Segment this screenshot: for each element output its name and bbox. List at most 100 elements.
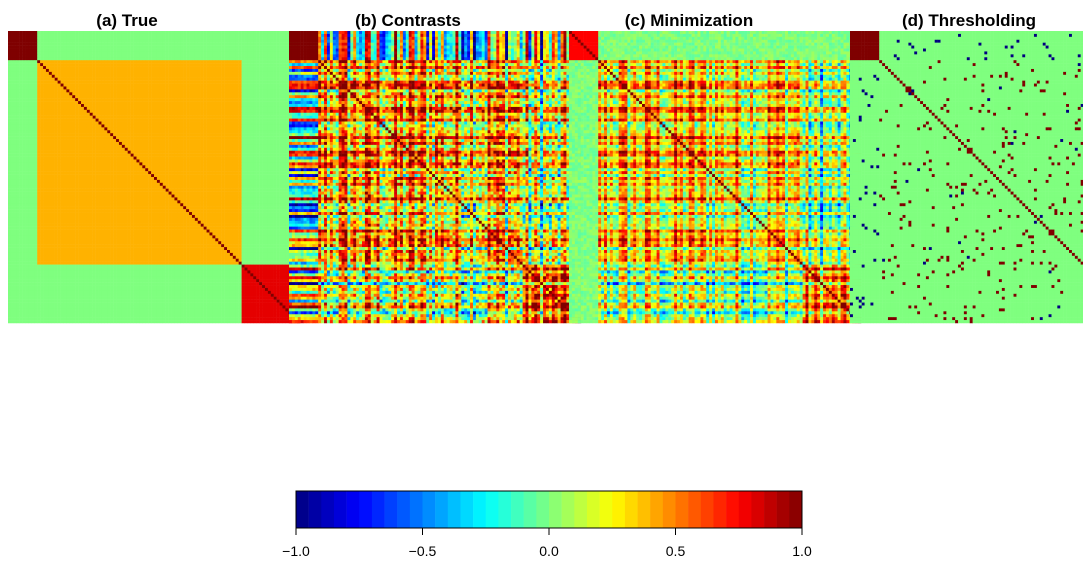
heatmap-cell [37,46,40,49]
heatmap-cell [274,37,277,40]
heatmap-cell [221,119,224,122]
heatmap-cell [87,31,90,34]
heatmap-cell [119,107,122,110]
heatmap-cell [186,43,189,46]
heatmap-cell [242,92,245,95]
heatmap-cell [122,72,125,75]
heatmap-cell [148,95,151,98]
heatmap-cell [209,110,212,113]
heatmap-cell [201,34,204,37]
heatmap-cell [145,51,148,54]
heatmap-cell [90,72,93,75]
heatmap-cell [119,72,122,75]
heatmap-cell [230,60,233,63]
heatmap-cell [55,63,58,66]
heatmap-cell [271,40,274,43]
heatmap-cell [142,54,145,57]
heatmap-cell [271,57,274,60]
heatmap-cell [110,54,113,57]
heatmap-cell [58,104,61,107]
heatmap-cell [256,51,259,54]
heatmap-cell [163,119,166,122]
heatmap-cell [239,34,242,37]
heatmap-cell [93,86,96,89]
heatmap-cell [204,89,207,92]
heatmap-cell [11,37,14,40]
heatmap-cell [134,92,137,95]
heatmap-cell [227,92,230,95]
heatmap-cell [145,66,148,69]
heatmap-cell [262,104,265,107]
heatmap-cell [218,116,221,119]
heatmap-cell [186,104,189,107]
heatmap-cell [40,43,43,46]
heatmap-cell [58,89,61,92]
heatmap-cell [221,75,224,78]
heatmap-cell [166,63,169,66]
heatmap-cell [87,69,90,72]
heatmap-cell [72,113,75,116]
heatmap-cell [271,116,274,119]
heatmap-cell [256,95,259,98]
heatmap-cell [285,110,288,113]
heatmap-cell [125,78,128,81]
heatmap-cell [101,116,104,119]
heatmap-cell [43,37,46,40]
heatmap-cell [93,37,96,40]
heatmap-cell [189,31,192,34]
heatmap-cell [157,84,160,87]
heatmap-cell [280,110,283,113]
heatmap-cell [23,95,26,98]
heatmap-cell [14,75,17,78]
heatmap-cell [46,63,49,66]
heatmap-cell [101,37,104,40]
heatmap-cell [215,72,218,75]
heatmap-cell [84,75,87,78]
heatmap-cell [157,54,160,57]
heatmap-cell [43,107,46,110]
heatmap-cell [186,54,189,57]
heatmap-cell [8,84,11,87]
heatmap-cell [169,66,172,69]
heatmap-cell [49,63,52,66]
heatmap-cell [247,60,250,63]
heatmap-cell [262,54,265,57]
heatmap-cell [104,66,107,69]
heatmap-cell [81,46,84,49]
heatmap-cell [93,75,96,78]
heatmap-cell [282,46,285,49]
heatmap-cell [40,81,43,84]
heatmap-cell [201,81,204,84]
heatmap-cell [268,101,271,104]
heatmap-cell [34,57,37,60]
heatmap-cell [221,57,224,60]
heatmap-cell [221,81,224,84]
heatmap-cell [52,86,55,89]
heatmap-cell [78,95,81,98]
heatmap-cell [151,104,154,107]
heatmap-cell [31,110,34,113]
heatmap-cell [209,98,212,101]
heatmap-cell [218,95,221,98]
heatmap-cell [46,75,49,78]
heatmap-cell [142,116,145,119]
heatmap-cell [26,72,29,75]
heatmap-cell [233,81,236,84]
heatmap-cell [84,46,87,49]
heatmap-cell [209,104,212,107]
heatmap-cell [66,46,69,49]
heatmap-cell [113,34,116,37]
heatmap-cell [125,95,128,98]
heatmap-cell [145,78,148,81]
heatmap-cell [186,84,189,87]
heatmap-cell [101,63,104,66]
heatmap-cell [247,116,250,119]
heatmap-cell [280,40,283,43]
heatmap-cell [189,92,192,95]
heatmap-cell [236,75,239,78]
heatmap-cell [63,54,66,57]
heatmap-cell [122,43,125,46]
heatmap-cell [183,34,186,37]
heatmap-cell [236,69,239,72]
heatmap-cell [268,89,271,92]
